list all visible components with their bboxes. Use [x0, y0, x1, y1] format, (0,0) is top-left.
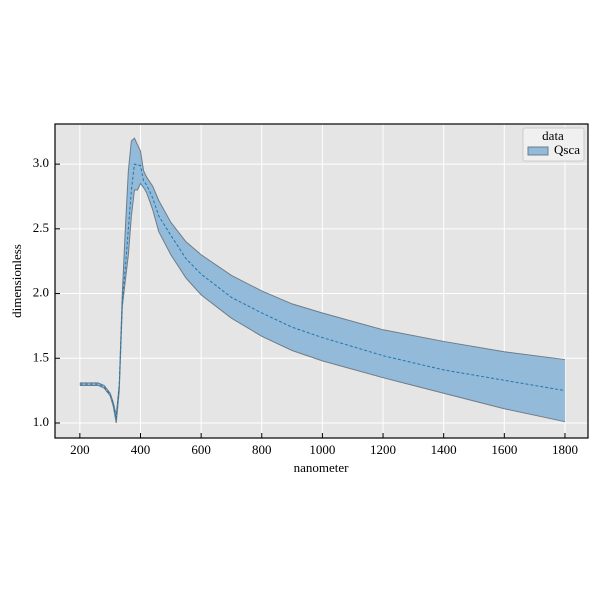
y-tick-label: 3.0 [33, 155, 49, 170]
y-axis-label: dimensionless [9, 244, 24, 318]
x-tick-label: 1800 [552, 442, 578, 457]
band-upper-edge [79, 137, 566, 416]
plot-frame [54, 123, 589, 439]
x-tick-label: 400 [131, 442, 151, 457]
x-tick-label: 1000 [309, 442, 335, 457]
x-tick-label: 800 [252, 442, 272, 457]
x-tick-label: 1200 [370, 442, 396, 457]
x-tick-label: 600 [191, 442, 211, 457]
x-axis-label: nanometer [294, 460, 350, 475]
x-tick-label: 1600 [491, 442, 517, 457]
marks [79, 137, 566, 424]
legend-swatch [527, 146, 549, 156]
x-tick-label: 1400 [431, 442, 457, 457]
legend-title: data [542, 128, 564, 143]
legend: data Qsca [522, 127, 585, 162]
x-tick-label: 200 [70, 442, 90, 457]
y-tick-label: 2.5 [33, 220, 49, 235]
band-fill [79, 138, 565, 423]
y-tick-label: 1.0 [33, 414, 49, 429]
mean-line [79, 163, 566, 420]
legend-label: Qsca [554, 142, 580, 157]
y-tick-label: 2.0 [33, 285, 49, 300]
y-tick-label: 1.5 [33, 349, 49, 364]
